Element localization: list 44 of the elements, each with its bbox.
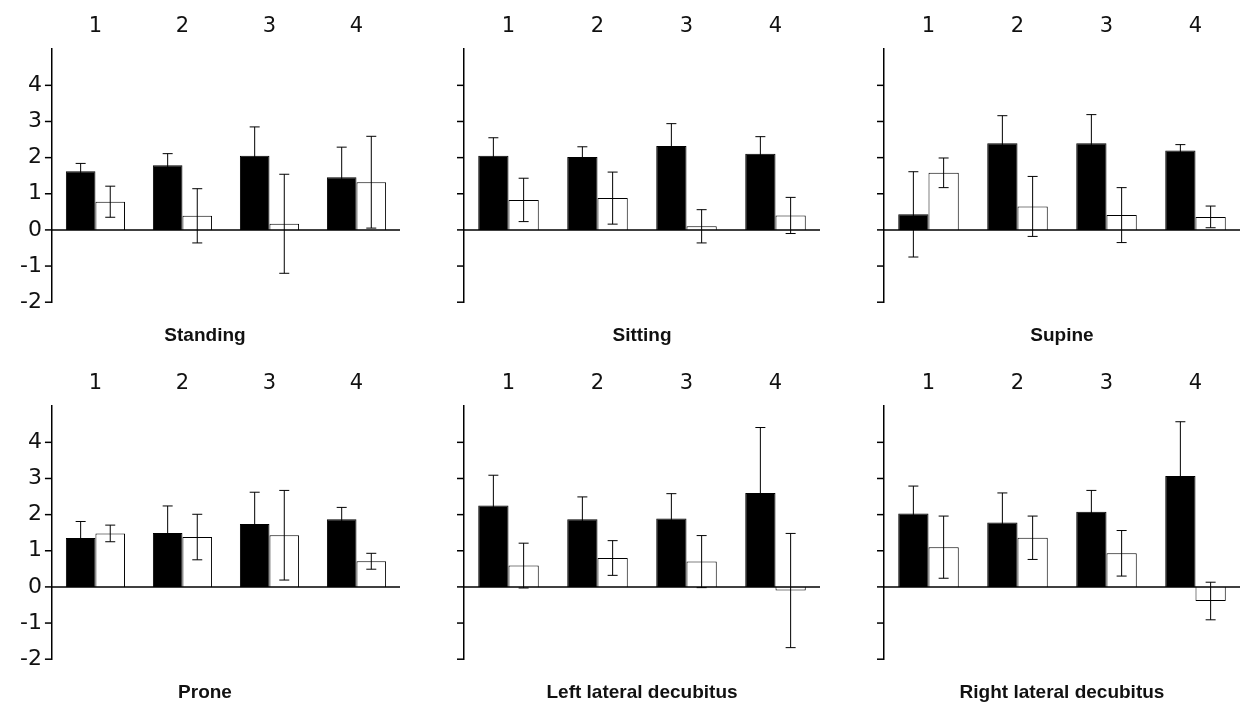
- x-tick-label: 1: [921, 370, 936, 395]
- y-tick-label: 4: [27, 428, 42, 454]
- x-tick-label: 3: [262, 13, 277, 38]
- y-tick-label: 3: [27, 464, 42, 490]
- y-tick-label: 1: [27, 179, 42, 205]
- y-tick-label: -1: [20, 251, 42, 277]
- x-tick-label: 2: [175, 13, 190, 38]
- x-tick-label: 1: [921, 13, 936, 38]
- x-tick-label: 1: [88, 13, 103, 38]
- x-tick-label: 1: [501, 370, 516, 395]
- x-tick-label: 4: [349, 370, 364, 395]
- x-tick-label: 4: [1188, 13, 1203, 38]
- text: Right lateral decubitus: [959, 680, 1165, 702]
- y-tick-label: 4: [27, 71, 42, 97]
- x-tick-label: 3: [1099, 13, 1114, 38]
- x-tick-label: 3: [1099, 370, 1114, 395]
- y-tick-label: -1: [20, 608, 42, 634]
- text: Sitting: [612, 323, 672, 345]
- x-tick-label: 3: [679, 370, 694, 395]
- x-tick-label: 3: [262, 370, 277, 395]
- y-tick-label: 2: [27, 500, 42, 526]
- x-tick-label: 2: [175, 370, 190, 395]
- y-tick-label: 2: [27, 143, 42, 169]
- x-tick-label: 4: [768, 13, 783, 38]
- text: Standing: [164, 323, 246, 345]
- x-tick-label: 1: [88, 370, 103, 395]
- x-tick-label: 2: [590, 370, 605, 395]
- y-tick-label: 3: [27, 107, 42, 133]
- y-tick-label: 0: [27, 572, 42, 598]
- y-tick-label: -2: [20, 644, 42, 670]
- x-tick-label: 2: [590, 13, 605, 38]
- x-tick-label: 4: [768, 370, 783, 395]
- x-tick-label: 2: [1010, 13, 1025, 38]
- text: Left lateral decubitus: [546, 680, 738, 702]
- x-tick-label: 4: [1188, 370, 1203, 395]
- text: Prone: [178, 680, 232, 702]
- text: Supine: [1030, 323, 1094, 345]
- y-tick-label: 1: [27, 536, 42, 562]
- y-tick-label: 0: [27, 215, 42, 241]
- x-tick-label: 1: [501, 13, 516, 38]
- x-tick-label: 3: [679, 13, 694, 38]
- x-tick-label: 4: [349, 13, 364, 38]
- y-tick-label: -2: [20, 287, 42, 313]
- x-tick-label: 2: [1010, 370, 1025, 395]
